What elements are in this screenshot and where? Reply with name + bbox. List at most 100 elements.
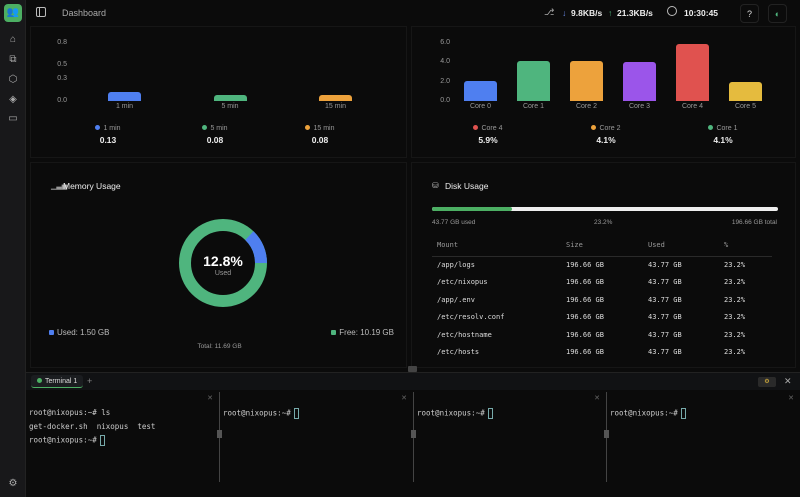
table-cell: 23.2% (724, 261, 746, 269)
table-cell: /etc/hostname (437, 330, 492, 339)
legend-dot-icon (305, 125, 311, 130)
legend-label: Core 4 (481, 125, 503, 132)
memory-total: Total: 11.69 GB (197, 343, 242, 350)
terminal-tabbar: Terminal 1 + ⚙ ✕ (26, 372, 800, 390)
close-terminal-button[interactable]: ✕ (784, 376, 792, 386)
y-tick-label: 4.0 (440, 58, 450, 66)
terminal-pane[interactable]: ✕ root@nixopus:~# ls get-docker.sh nixopu… (26, 392, 219, 482)
network-icon: ⎇ (544, 7, 555, 17)
pane-resize-handle[interactable] (604, 430, 609, 438)
bar-4[interactable] (676, 43, 709, 101)
bar-5[interactable] (729, 81, 762, 101)
memory-donut (179, 219, 267, 307)
pane-resize-handle[interactable] (217, 430, 222, 438)
legend-item: Core 1 4.1% (683, 125, 763, 145)
x-tick-label: 5 min (221, 103, 239, 110)
tab-terminal-1[interactable]: Terminal 1 (31, 375, 84, 388)
terminal-line: root@nixopus:~# ls (29, 408, 110, 417)
theme-palette-button[interactable]: ◐ (768, 4, 787, 23)
table-cell: /app/logs (437, 261, 475, 269)
table-row: /app/.env 196.66 GB 43.77 GB 23.2% (432, 291, 772, 309)
x-tick-label: Core 3 (628, 103, 650, 110)
col-size: Size (566, 234, 648, 257)
table-cell: 23.2% (724, 330, 746, 339)
table-cell: 196.66 GB (566, 330, 604, 339)
bar-2[interactable] (319, 95, 352, 101)
x-tick-label: Core 1 (522, 103, 544, 110)
used-swatch (49, 330, 54, 335)
legend-value: 5.9% (478, 135, 498, 145)
split-settings-icon[interactable]: ⚙ (758, 377, 776, 387)
table-cell: 196.66 GB (566, 278, 604, 287)
bar-2[interactable] (570, 61, 603, 101)
table-cell: 43.77 GB (648, 348, 682, 357)
bar-0[interactable] (464, 80, 497, 101)
sidebar: 👥 ⌂ ⧉ ⬡ ◈ ▭ ⚙ (0, 0, 26, 497)
table-cell: 196.66 GB (566, 295, 604, 304)
x-tick-label: Core 4 (681, 103, 703, 110)
legend-value: 4.1% (713, 135, 733, 145)
y-tick-label: 0.3 (57, 75, 67, 83)
sidebar-toggle-icon[interactable] (36, 7, 46, 17)
pane-resize-handle[interactable] (411, 430, 416, 438)
help-button[interactable]: ? (740, 4, 759, 23)
terminal-pane[interactable]: ✕ root@nixopus:~# (411, 392, 606, 482)
close-pane-icon[interactable]: ✕ (401, 395, 407, 402)
clock-time: 10:30:45 (684, 8, 719, 18)
table-row: /etc/hostname 196.66 GB 43.77 GB 23.2% (432, 326, 772, 344)
table-cell: 43.77 GB (648, 278, 682, 287)
y-tick-label: 6.0 (440, 39, 450, 46)
home-icon[interactable]: ⌂ (9, 34, 17, 45)
cpu-usage-panel: 0.0 2.0 4.0 6.0 Core 0 Core 1 Core 2 Core 3 Core… (411, 26, 796, 158)
bar-0[interactable] (108, 91, 141, 101)
terminal-line: root@nixopus:~# (223, 408, 299, 419)
terminal-text: root@nixopus:~# (29, 435, 97, 445)
x-tick-label: 1 min (115, 103, 134, 110)
memory-usage-panel: ▁▃▅ Memory Usage 12.8% Used Used: 1.50 G… (30, 162, 407, 368)
package-icon[interactable]: ⬡ (8, 74, 18, 85)
load-average-panel: 0.0 0.3 0.5 0.8 1 min 5 min 15 min 1 min 0.13 5 m… (30, 26, 407, 158)
x-tick-label: Core 5 (734, 103, 756, 110)
add-tab-button[interactable]: + (87, 376, 93, 386)
table-cell: 23.2% (724, 348, 746, 357)
layers-icon[interactable]: ◈ (9, 94, 17, 105)
table-row: /app/logs 196.66 GB 43.77 GB 23.2% (432, 256, 772, 274)
extensions-icon[interactable]: ⧉ (9, 54, 17, 65)
upload-rate: 21.3KB/s (617, 8, 653, 18)
close-pane-icon[interactable]: ✕ (788, 395, 794, 402)
bar-3[interactable] (623, 62, 656, 101)
legend-dot-icon (591, 125, 597, 130)
bar-1[interactable] (517, 61, 550, 101)
breadcrumb[interactable]: Dashboard (62, 8, 107, 18)
folder-icon[interactable]: ▭ (8, 113, 18, 124)
resize-handle[interactable] (408, 366, 417, 372)
gear-icon[interactable]: ⚙ (8, 478, 18, 489)
cursor (293, 408, 299, 419)
y-tick-label: 0.8 (57, 39, 67, 46)
legend-label: Core 2 (599, 125, 621, 132)
table-row: /etc/resolv.conf 196.66 GB 43.77 GB 23.2% (432, 309, 772, 327)
active-dot-icon (37, 378, 42, 383)
table-cell: 196.66 GB (566, 348, 604, 357)
terminal-pane[interactable]: ✕ root@nixopus:~# (217, 392, 413, 482)
y-tick-label: 0.5 (57, 60, 67, 68)
table-row: /etc/nixopus 196.66 GB 43.77 GB 23.2% (432, 274, 772, 292)
disk-usage-panel: ⛁ Disk Usage 43.77 GB used 23.2% 196.66 … (411, 162, 796, 368)
header: Dashboard ⎇ ↓ 9.8KB/s ↑ 21.3KB/s 10:30:4… (26, 0, 800, 26)
legend-item: 1 min 0.13 (68, 125, 148, 145)
bar-1[interactable] (213, 95, 247, 101)
table-header: Mount Size Used % (432, 234, 772, 257)
close-pane-icon[interactable]: ✕ (594, 395, 600, 402)
disk-progress-fill (432, 207, 513, 211)
terminal-pane[interactable]: ✕ root@nixopus:~# (604, 392, 800, 482)
terminal-text: root@nixopus:~# (223, 408, 291, 418)
disk-used: 43.77 GB used (432, 219, 476, 226)
cursor (680, 408, 686, 419)
legend-free: Free: 10.19 GB (331, 328, 394, 337)
close-pane-icon[interactable]: ✕ (207, 395, 213, 402)
team-logo-icon[interactable]: 👥 (4, 4, 22, 22)
legend-dot-icon (202, 125, 208, 130)
table-cell: /etc/resolv.conf (437, 313, 505, 322)
legend-label: 15 min (313, 125, 335, 132)
disk-percent: 23.2% (594, 219, 613, 226)
